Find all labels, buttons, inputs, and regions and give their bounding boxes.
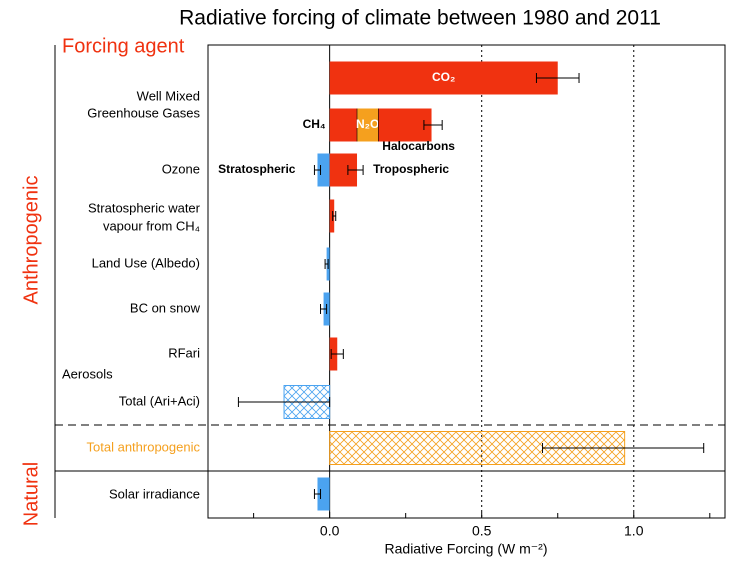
bar-segment [317, 477, 330, 511]
bar-segment [357, 108, 379, 142]
row-label: Stratospheric water [88, 200, 201, 215]
error-bar [347, 165, 364, 175]
row-label: Well Mixed [137, 88, 200, 103]
segment-label: CH₄ [303, 117, 326, 131]
error-bar [237, 397, 331, 407]
error-bar [320, 304, 328, 314]
chart-title: Radiative forcing of climate between 198… [179, 7, 661, 30]
error-bar [423, 120, 443, 130]
bar-segment [317, 153, 330, 187]
header: Forcing agent [62, 35, 185, 57]
segment-label: Tropospheric [373, 162, 449, 176]
segment-label: Stratospheric [218, 162, 296, 176]
segment-label: N₂O [356, 117, 379, 131]
row-label: Greenhouse Gases [87, 105, 200, 120]
row-label: BC on snow [130, 300, 201, 315]
row-label: vapour from CH₄ [103, 218, 200, 233]
group-label: Anthropogenic [20, 176, 42, 305]
x-tick-label: 0.0 [320, 523, 340, 539]
segment-label: Halocarbons [382, 139, 455, 153]
bar-segment [329, 199, 335, 233]
row-label: Total anthropogenic [87, 439, 201, 454]
segment-label: CO₂ [432, 70, 455, 84]
row-label: Land Use (Albedo) [92, 255, 200, 270]
x-tick-label: 1.0 [624, 523, 644, 539]
error-bar [332, 211, 337, 221]
row-label: Aerosols [62, 366, 113, 381]
bar-segment [329, 61, 558, 95]
error-bar [330, 349, 344, 359]
error-bar [542, 443, 705, 453]
row-label: Total (Ari+Aci) [119, 393, 200, 408]
error-bar [535, 73, 580, 83]
plot-frame [207, 44, 726, 519]
row-label: Ozone [162, 161, 200, 176]
x-axis-label: Radiative Forcing (W m⁻²) [385, 541, 548, 557]
row-label: Solar irradiance [109, 486, 200, 501]
bar-segment [329, 108, 358, 142]
x-tick-label: 0.5 [472, 523, 492, 539]
error-bar [324, 259, 329, 269]
error-bar [313, 489, 322, 499]
group-label: Natural [20, 462, 42, 526]
row-label: RFari [168, 345, 200, 360]
error-bar [313, 165, 322, 175]
bar-segment [378, 108, 432, 142]
